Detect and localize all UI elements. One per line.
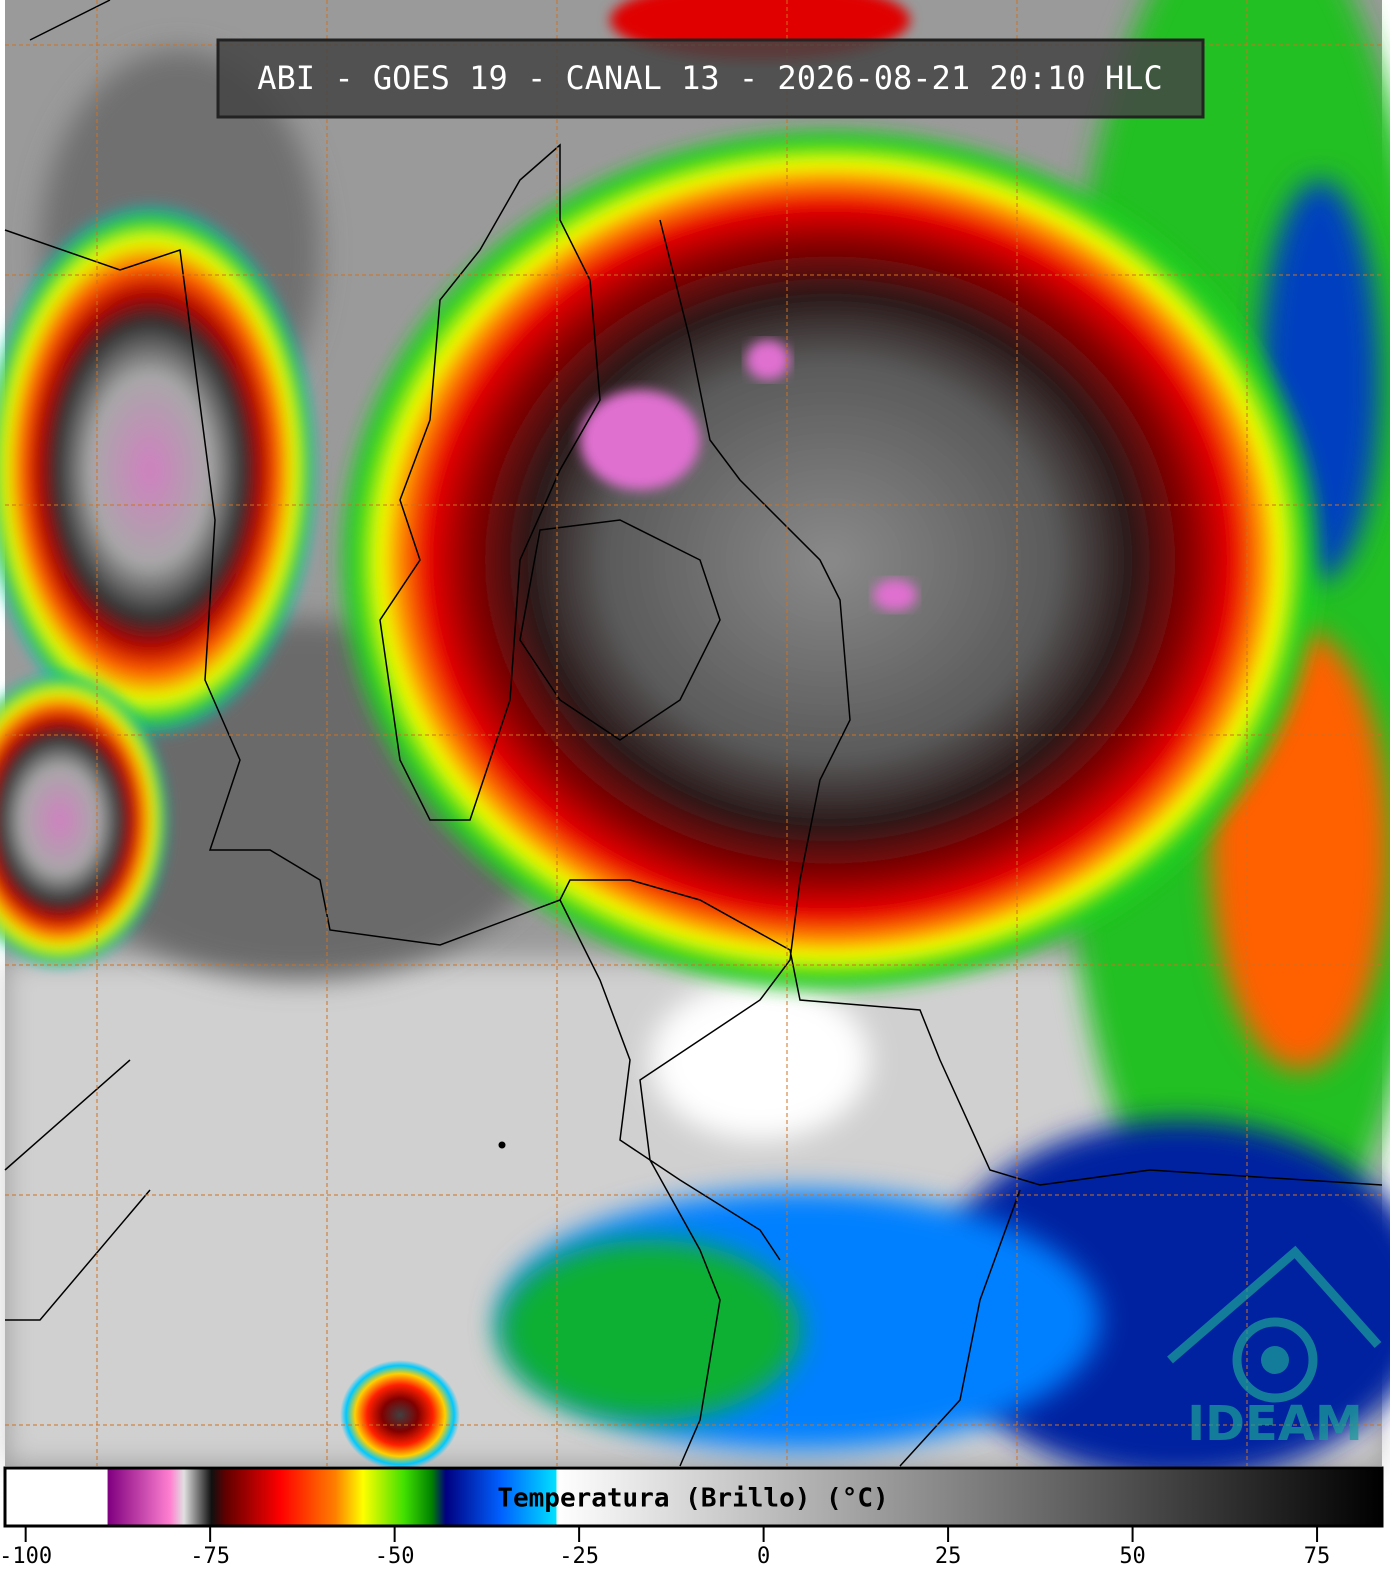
- colorbar-label: Temperatura (Brillo) (°C): [497, 1484, 888, 1514]
- colorbar-tick-label: -25: [559, 1544, 599, 1569]
- colorbar-tick-label: -100: [0, 1544, 52, 1569]
- borders: [4, 0, 1383, 1467]
- colorbar-tick-label: -50: [375, 1544, 415, 1569]
- logo-text: IDEAM: [1187, 1396, 1362, 1452]
- title: ABI - GOES 19 - CANAL 13 - 2026-08-21 20…: [257, 59, 1162, 97]
- title-box: ABI - GOES 19 - CANAL 13 - 2026-08-21 20…: [216, 38, 1205, 119]
- colorbar-tick-label: 50: [1119, 1544, 1146, 1569]
- city-marker: [498, 1141, 506, 1149]
- colorbar: Temperatura (Brillo) (°C) -100 -75 -50 -25 0…: [0, 1466, 1384, 1569]
- imagery: [0, 0, 1390, 1480]
- colorbar-tick-label: 25: [935, 1544, 962, 1569]
- colorbar-tick-label: -75: [190, 1544, 230, 1569]
- colorbar-tick-label: 0: [757, 1544, 770, 1569]
- colorbar-tick-label: 75: [1304, 1544, 1331, 1569]
- logo: IDEAM: [1167, 1245, 1382, 1452]
